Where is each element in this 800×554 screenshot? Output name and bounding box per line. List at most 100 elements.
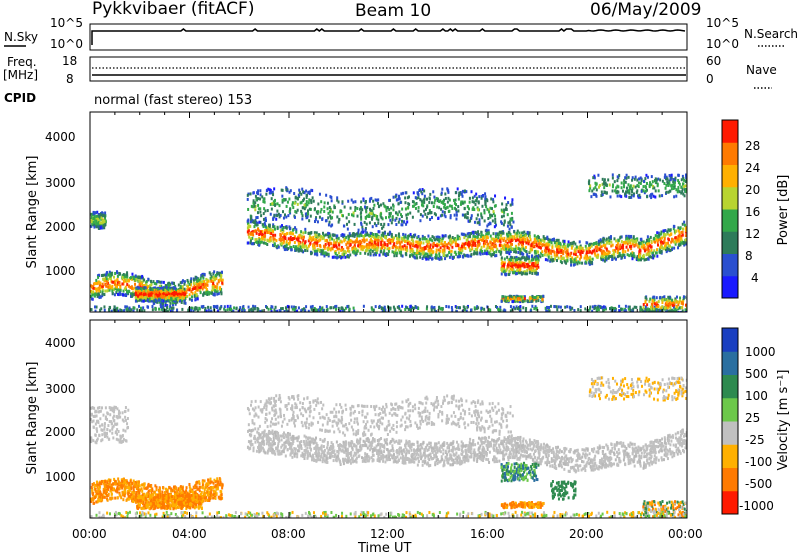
power-cell	[264, 231, 267, 235]
power-cell	[258, 238, 261, 242]
power-cell	[443, 241, 446, 245]
power-cell	[509, 305, 512, 309]
power-cell	[281, 237, 284, 241]
power-cell	[330, 224, 333, 228]
power-cell	[427, 245, 430, 249]
power-cell	[517, 250, 520, 254]
power-cell	[563, 246, 566, 250]
power-cell	[101, 292, 104, 296]
power-cell	[101, 282, 104, 286]
power-cell	[655, 248, 658, 252]
power-cell	[640, 242, 643, 246]
power-cell	[422, 251, 425, 255]
power-cell	[183, 280, 186, 284]
power-cell	[255, 216, 258, 220]
power-cell	[259, 193, 262, 197]
power-cell	[354, 205, 357, 209]
power-cell	[678, 237, 681, 241]
power-cell	[287, 237, 290, 241]
power-cell	[261, 237, 264, 241]
power-cell	[314, 238, 317, 242]
power-cell	[331, 210, 334, 214]
power-cell	[250, 307, 253, 311]
power-cell	[281, 231, 284, 235]
power-cell	[412, 191, 415, 195]
power-cell	[382, 243, 385, 247]
power-cell	[669, 248, 672, 252]
power-cell	[573, 250, 576, 254]
power-cell	[306, 209, 309, 213]
power-cell	[639, 241, 642, 245]
power-cell	[407, 202, 410, 206]
power-cell	[380, 236, 383, 240]
date-title: 06/May/2009	[590, 0, 702, 20]
power-cell	[273, 214, 276, 218]
power-cell	[259, 230, 262, 234]
power-cell	[535, 243, 538, 247]
power-cell	[301, 217, 304, 221]
power-cell	[476, 248, 479, 252]
power-cell	[401, 191, 404, 195]
power-cell	[254, 240, 257, 244]
power-cell	[311, 238, 314, 242]
power-cell	[368, 246, 371, 250]
power-cell	[571, 306, 574, 310]
power-cell	[499, 252, 502, 256]
power-cell	[96, 294, 99, 298]
power-cell	[327, 254, 330, 258]
power-cell	[554, 244, 557, 248]
power-cell	[217, 280, 220, 284]
power-cell	[134, 291, 137, 295]
power-cell	[91, 213, 94, 217]
power-cell	[317, 308, 320, 312]
power-cell	[488, 221, 491, 225]
power-cell	[383, 249, 386, 253]
power-cell	[303, 197, 306, 201]
power-cell	[118, 281, 121, 285]
power-cell	[299, 233, 302, 237]
power-cell	[639, 254, 642, 258]
power-cell	[368, 221, 371, 225]
power-cell	[224, 309, 227, 312]
power-cell	[281, 200, 284, 204]
power-cell	[565, 250, 568, 254]
power-cell	[495, 250, 498, 254]
power-cell	[376, 201, 379, 205]
power-cell	[430, 216, 433, 220]
power-cell	[449, 214, 452, 218]
power-cell	[197, 278, 200, 282]
power-cell	[423, 209, 426, 213]
power-cell	[426, 252, 429, 256]
power-cell	[168, 291, 171, 295]
power-cell	[390, 233, 393, 237]
power-cell	[93, 223, 96, 227]
power-cell	[291, 201, 294, 205]
power-cell	[511, 247, 514, 251]
power-cell	[482, 194, 485, 198]
power-cell	[382, 307, 385, 311]
power-cell	[382, 202, 385, 206]
power-cell	[422, 255, 425, 259]
power-cell	[463, 306, 466, 310]
power-cell	[426, 215, 429, 219]
power-cell	[200, 280, 203, 284]
power-cell	[249, 241, 252, 245]
power-cell	[446, 253, 449, 257]
power-cell	[139, 295, 142, 299]
power-cell	[476, 245, 479, 249]
power-cell	[343, 205, 346, 209]
power-cell	[608, 241, 611, 245]
power-cell	[426, 305, 429, 309]
power-cell	[458, 252, 461, 256]
power-cell	[511, 218, 514, 222]
power-cell	[162, 306, 165, 310]
power-cell	[455, 208, 458, 212]
power-cell	[411, 200, 414, 204]
power-cell	[582, 249, 585, 253]
power-cell	[522, 252, 525, 256]
power-cell	[617, 238, 620, 242]
power-cell	[254, 218, 257, 222]
power-cell	[91, 290, 94, 294]
power-cell	[340, 213, 343, 217]
power-cell	[443, 247, 446, 251]
